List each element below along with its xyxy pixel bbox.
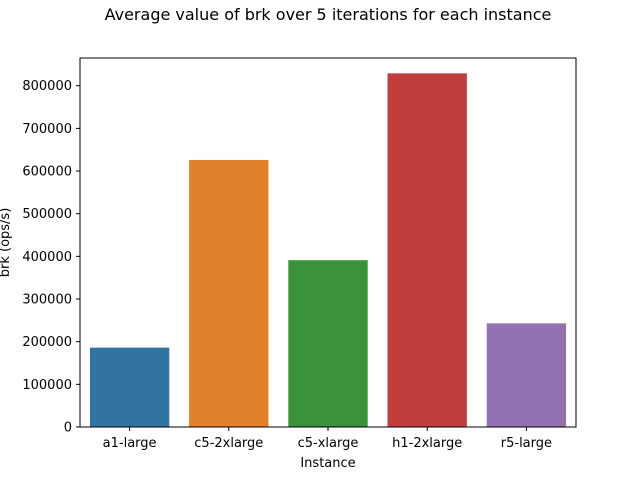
x-tick-label: c5-xlarge [298,436,359,451]
bar-h1-2xlarge [387,73,467,427]
plot-frame [79,57,577,428]
chart-title: Average value of brk over 5 iterations f… [105,5,552,24]
y-tick-label: 100000 [22,378,72,393]
y-tick-label: 700000 [22,122,72,137]
x-tick-label: a1-large [103,436,157,451]
x-tick-label: c5-2xlarge [194,436,263,451]
bars-group [89,73,567,428]
y-axis-label: brk (ops/s) [0,208,13,278]
y-tick-label: 800000 [22,79,72,94]
y-axis-ticks: 0 100000 200000 300000 400000 500000 600000 700… [22,79,80,436]
y-tick-label: 200000 [22,335,72,350]
bar-r5-large [486,323,567,427]
y-tick-label: 400000 [22,250,72,265]
y-tick-label: 300000 [22,293,72,308]
y-tick-label: 600000 [22,165,72,180]
x-tick-label: h1-2xlarge [392,436,462,451]
x-tick-label: r5-large [501,436,552,451]
y-tick-label: 0 [64,421,72,436]
x-axis-label: Instance [300,456,355,471]
bar-a1-large [89,347,170,427]
y-tick-label: 500000 [22,207,72,222]
bar-c5-xlarge [288,260,368,427]
x-axis-ticks: a1-large c5-2xlarge c5-xlarge h1-2xlarge r5-… [103,427,552,451]
bar-c5-2xlarge [189,159,269,428]
